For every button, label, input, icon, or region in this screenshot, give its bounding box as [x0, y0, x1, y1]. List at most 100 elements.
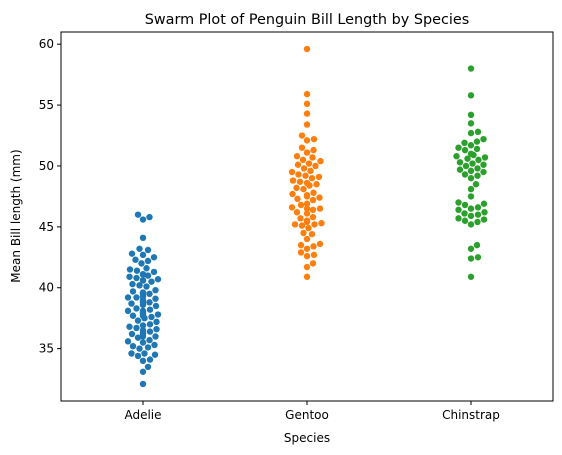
point-gentoo — [303, 263, 311, 271]
point-adelie — [144, 363, 152, 371]
point-adelie — [154, 311, 162, 318]
point-chinstrap — [480, 168, 487, 176]
point-adelie — [146, 328, 154, 335]
point-chinstrap — [474, 211, 482, 218]
point-gentoo — [303, 149, 311, 156]
point-adelie — [143, 265, 150, 272]
point-adelie — [151, 351, 159, 358]
point-chinstrap — [474, 172, 481, 179]
point-gentoo — [297, 201, 305, 209]
point-gentoo — [316, 205, 324, 212]
chart-title: Swarm Plot of Penguin Bill Length by Spe… — [145, 12, 469, 28]
point-gentoo — [291, 221, 299, 228]
point-gentoo — [293, 209, 301, 216]
point-gentoo — [299, 156, 307, 164]
point-chinstrap — [467, 65, 475, 72]
point-adelie — [152, 295, 159, 302]
point-adelie — [148, 278, 155, 285]
point-gentoo — [318, 219, 325, 227]
point-adelie — [126, 273, 133, 280]
point-gentoo — [300, 185, 307, 193]
y-axis: 35 40 45 50 55 60 — [39, 37, 61, 356]
point-gentoo — [315, 173, 323, 181]
point-adelie — [128, 250, 136, 257]
point-adelie — [146, 213, 153, 221]
point-gentoo — [308, 174, 316, 182]
point-chinstrap — [480, 200, 488, 207]
point-gentoo — [310, 146, 317, 154]
point-adelie — [134, 211, 142, 218]
point-adelie — [136, 345, 143, 352]
point-adelie — [152, 333, 159, 340]
point-gentoo — [300, 165, 308, 172]
point-chinstrap — [467, 92, 475, 99]
point-gentoo — [303, 90, 311, 98]
point-adelie — [152, 302, 160, 310]
point-gentoo — [296, 178, 304, 185]
point-chinstrap — [481, 154, 489, 161]
point-gentoo — [310, 135, 318, 143]
y-axis-title: Mean Bill length (mm) — [9, 149, 23, 282]
point-chinstrap — [469, 160, 476, 167]
point-chinstrap — [467, 129, 475, 137]
point-chinstrap — [462, 162, 470, 170]
point-gentoo — [303, 191, 311, 199]
point-adelie — [153, 325, 160, 333]
point-chinstrap — [467, 193, 475, 200]
point-adelie — [129, 288, 137, 295]
point-gentoo — [293, 153, 301, 160]
point-gentoo — [289, 177, 297, 184]
point-gentoo — [293, 184, 300, 192]
point-gentoo — [308, 230, 316, 238]
point-adelie — [134, 334, 142, 341]
point-adelie — [129, 342, 137, 350]
point-adelie — [139, 368, 147, 375]
point-chinstrap — [467, 205, 475, 212]
point-adelie — [152, 286, 159, 294]
point-gentoo — [309, 196, 317, 204]
point-chinstrap — [475, 156, 482, 164]
point-chinstrap — [461, 201, 469, 209]
point-gentoo — [303, 235, 311, 243]
point-adelie — [144, 344, 152, 351]
point-chinstrap — [467, 212, 475, 220]
point-chinstrap — [474, 254, 482, 261]
x-tick-label-chinstrap: Chinstrap — [442, 408, 500, 422]
point-adelie — [126, 323, 133, 330]
point-adelie — [146, 336, 153, 344]
point-adelie — [139, 271, 147, 278]
point-gentoo — [303, 179, 311, 187]
point-chinstrap — [467, 174, 475, 182]
point-adelie — [128, 330, 136, 338]
point-adelie — [128, 300, 135, 307]
point-chinstrap — [467, 111, 475, 119]
point-adelie — [146, 290, 153, 298]
point-adelie — [124, 294, 132, 301]
point-gentoo — [289, 190, 296, 198]
point-chinstrap — [461, 146, 469, 154]
point-adelie — [139, 289, 147, 296]
point-chinstrap — [473, 138, 481, 145]
x-tick-label-adelie: Adelie — [124, 408, 161, 422]
point-chinstrap — [472, 181, 480, 188]
point-gentoo — [309, 206, 317, 214]
point-chinstrap — [455, 144, 462, 151]
point-chinstrap — [461, 210, 468, 217]
point-adelie — [139, 380, 147, 388]
point-adelie — [133, 274, 140, 282]
y-tick-label: 50 — [39, 159, 54, 173]
swarm-points — [124, 45, 489, 388]
point-adelie — [139, 327, 147, 334]
point-gentoo — [298, 222, 306, 229]
point-adelie — [144, 257, 152, 265]
point-gentoo — [303, 110, 311, 117]
point-gentoo — [288, 168, 296, 176]
point-gentoo — [297, 241, 305, 249]
point-adelie — [129, 280, 136, 288]
point-adelie — [128, 350, 135, 357]
point-gentoo — [303, 273, 311, 280]
x-axis: Adelie Gentoo Chinstrap — [124, 401, 500, 422]
point-chinstrap — [480, 161, 487, 168]
y-tick-label: 40 — [39, 281, 54, 295]
y-tick-label: 45 — [39, 220, 54, 234]
